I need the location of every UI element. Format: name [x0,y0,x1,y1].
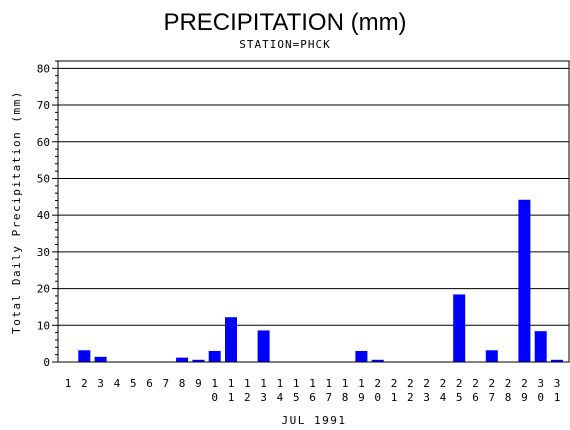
y-tick-label: 70 [37,99,50,112]
y-tick-label: 30 [37,246,50,259]
x-tick-label: 8 [179,377,186,390]
x-tick-label: 6 [146,377,153,390]
y-tick-label: 50 [37,172,50,185]
y-tick-label: 40 [37,209,50,222]
bar [192,359,205,362]
bar [257,330,270,362]
x-tick-label: 7 [162,377,169,390]
bar [176,357,189,362]
bar [94,356,107,362]
bar [371,359,384,362]
x-tick-label: 1 [65,377,72,390]
bar [355,350,368,362]
bar [225,317,237,362]
bar [208,350,221,362]
bars [78,199,563,362]
x-tick-label: 4 [114,377,121,390]
x-ticks: 1 2 3 4 5 6 7 8 9 1 01 11 21 31 41 51 61 71 81 92 02 12 22 32 42… [65,377,561,404]
x-tick-label: 3 [97,377,104,390]
bar [78,350,91,362]
x-tick-label: 2 [81,377,88,390]
gridlines [58,67,569,326]
bar [485,350,498,362]
y-axis-label: Total Daily Precipitation (mm) [10,90,23,334]
chart-subtitle: STATION=PHCK [239,38,330,51]
x-tick-label: 9 [195,377,202,390]
y-tick-label: 10 [37,319,50,332]
bar [551,359,563,362]
x-tick-label: 5 [130,377,137,390]
chart-title: PRECIPITATION (mm) [163,9,406,36]
bar [453,294,466,362]
x-axis-label: JUL 1991 [282,414,347,427]
y-tick-label: 0 [43,356,50,369]
y-ticks: 0 10 20 30 40 50 60 70 80 [37,60,58,369]
plot-frame [57,60,570,363]
bar [518,199,531,362]
y-tick-label: 20 [37,283,50,296]
y-tick-label: 60 [37,136,50,149]
y-tick-label: 80 [37,62,50,75]
bar [534,331,547,362]
